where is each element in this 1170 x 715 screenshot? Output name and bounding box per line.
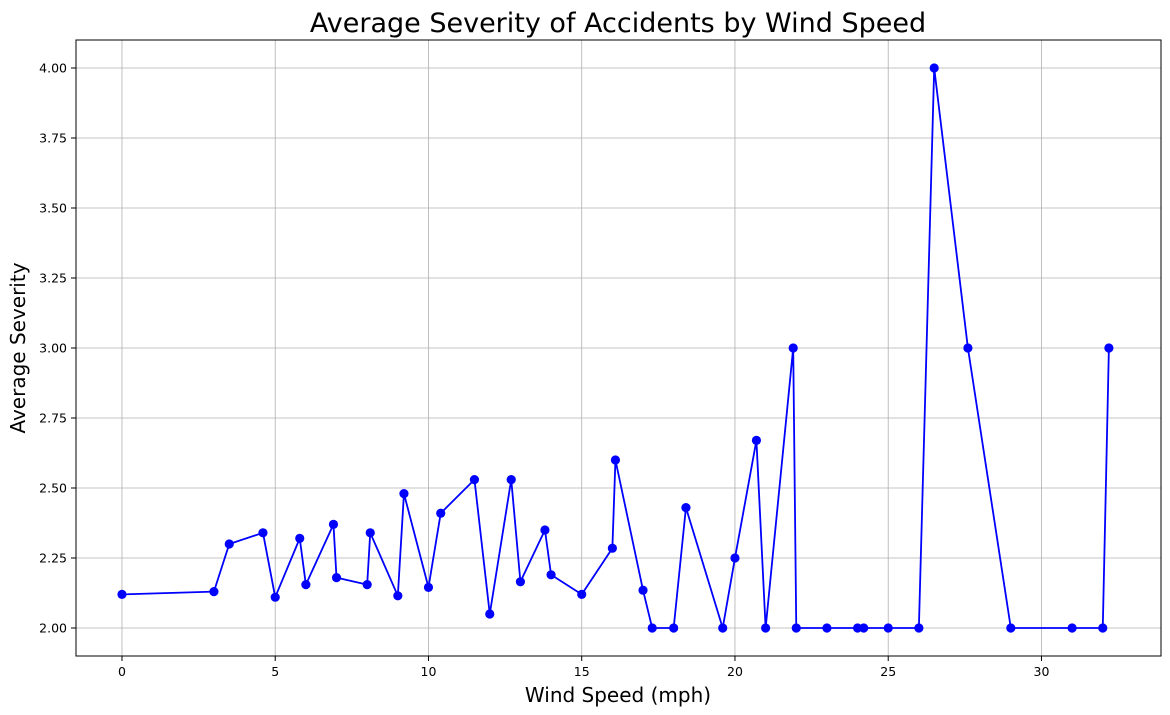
data-point <box>540 525 550 535</box>
data-point <box>638 585 648 595</box>
y-axis-label: Average Severity <box>6 262 30 433</box>
data-point <box>761 623 771 633</box>
data-point <box>436 508 446 518</box>
x-tick-label: 0 <box>118 664 126 679</box>
y-tick-label: 3.50 <box>39 201 67 216</box>
y-tick-label: 3.00 <box>39 341 67 356</box>
data-point <box>607 543 617 553</box>
x-tick-label: 30 <box>1034 664 1050 679</box>
data-point <box>469 475 480 485</box>
data-point <box>1006 623 1016 633</box>
y-axis-ticks: 2.00 2.25 2.50 2.75 3.00 3.25 3.50 3.75 4.00 <box>39 61 76 636</box>
series-layer <box>117 63 1114 633</box>
data-point <box>610 455 621 465</box>
data-point <box>963 343 973 353</box>
data-point <box>331 573 342 583</box>
data-point <box>365 528 375 538</box>
y-tick-label: 2.75 <box>39 411 67 426</box>
x-tick-label: 20 <box>727 664 743 679</box>
y-tick-label: 3.25 <box>39 271 67 286</box>
data-point <box>117 589 127 600</box>
data-point <box>393 591 403 601</box>
data-point <box>224 539 234 549</box>
data-point <box>669 623 679 633</box>
y-tick-label: 4.00 <box>39 61 67 76</box>
x-axis-label: Wind Speed (mph) <box>525 683 711 707</box>
data-point <box>751 435 762 445</box>
data-point <box>1104 343 1114 353</box>
data-point <box>270 592 280 602</box>
data-point <box>423 582 434 593</box>
data-point <box>258 528 268 538</box>
data-point <box>1067 623 1077 633</box>
y-tick-label: 2.00 <box>39 621 67 636</box>
data-point <box>730 553 740 563</box>
data-point <box>791 623 801 633</box>
data-point <box>1098 623 1108 633</box>
x-tick-label: 25 <box>880 664 896 679</box>
y-tick-label: 3.75 <box>39 131 67 146</box>
data-point <box>362 580 372 590</box>
data-point <box>506 475 516 485</box>
data-point <box>295 533 305 544</box>
y-tick-label: 2.50 <box>39 481 67 496</box>
y-tick-label: 2.25 <box>39 551 67 566</box>
data-point <box>546 570 556 580</box>
data-point <box>399 489 409 499</box>
data-point <box>929 63 939 73</box>
data-point <box>788 343 798 353</box>
data-point <box>718 623 728 633</box>
data-point <box>209 587 219 597</box>
data-point <box>577 589 587 600</box>
x-tick-label: 15 <box>574 664 590 679</box>
data-point <box>301 580 311 590</box>
data-point <box>681 503 691 513</box>
data-point <box>328 519 339 530</box>
data-point <box>914 623 924 633</box>
x-axis-ticks: 0 5 10 15 20 25 30 <box>118 656 1049 679</box>
data-point <box>485 609 495 619</box>
data-point <box>515 577 526 587</box>
x-tick-label: 5 <box>271 664 279 679</box>
data-point <box>647 623 657 633</box>
data-point <box>859 623 869 633</box>
data-point <box>822 623 832 633</box>
chart-title: Average Severity of Accidents by Wind Sp… <box>310 8 926 39</box>
x-tick-label: 10 <box>421 664 437 679</box>
data-point <box>883 623 893 633</box>
grid-lines <box>76 40 1161 656</box>
